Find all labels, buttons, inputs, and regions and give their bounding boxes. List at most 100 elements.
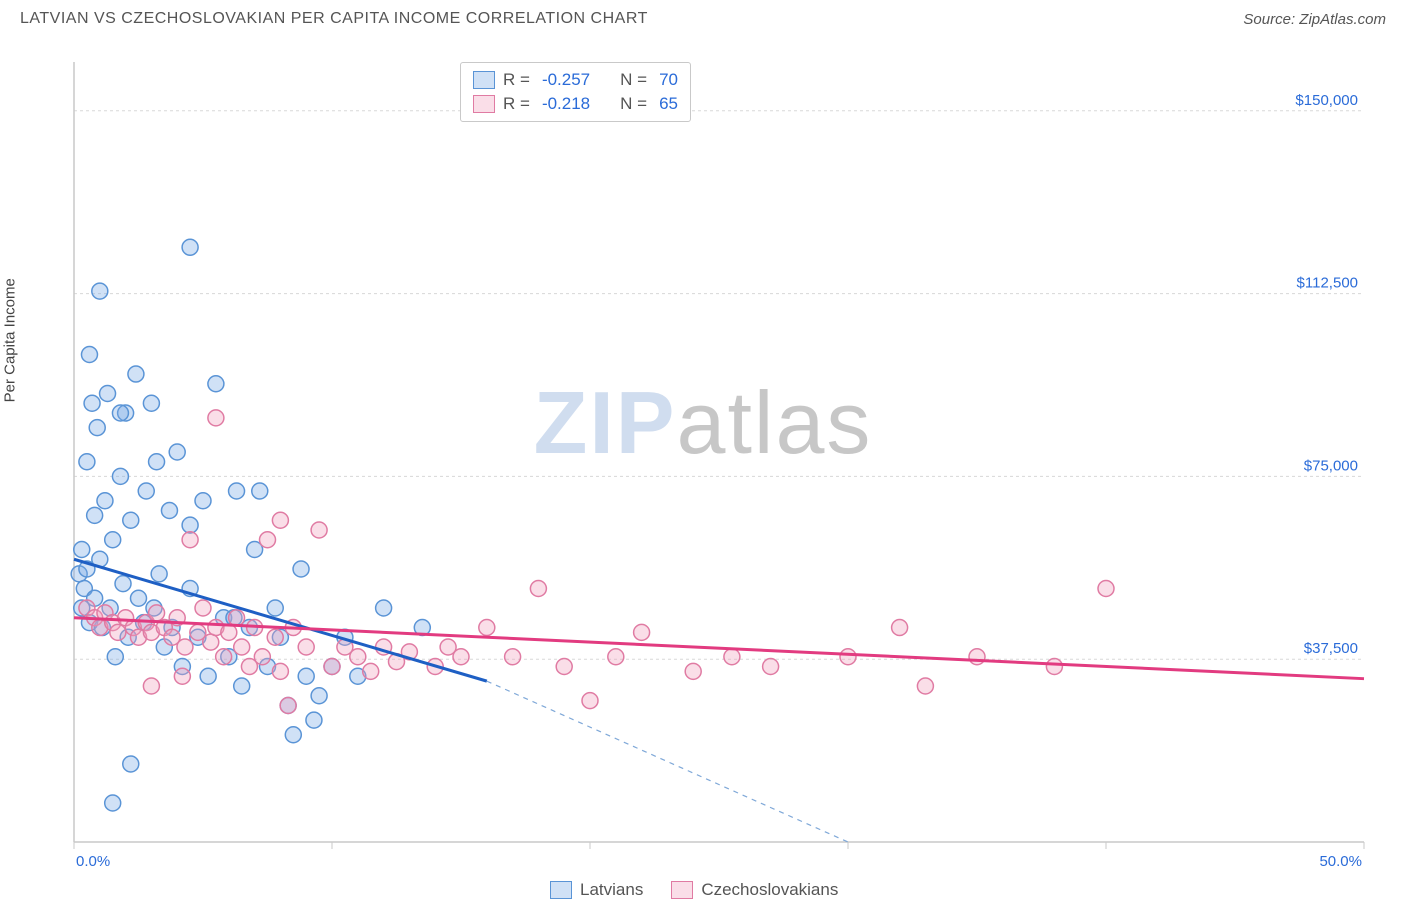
data-point (89, 420, 105, 436)
data-point (634, 624, 650, 640)
data-point (376, 600, 392, 616)
data-point (229, 610, 245, 626)
data-point (182, 532, 198, 548)
legend-swatch (473, 71, 495, 89)
data-point (143, 678, 159, 694)
data-point (608, 649, 624, 665)
data-point (324, 659, 340, 675)
data-point (229, 483, 245, 499)
data-point (149, 605, 165, 621)
r-label: R = (503, 70, 530, 90)
data-point (97, 493, 113, 509)
data-point (107, 649, 123, 665)
data-point (131, 590, 147, 606)
data-point (724, 649, 740, 665)
data-point (84, 395, 100, 411)
legend-swatch (550, 881, 572, 899)
data-point (254, 649, 270, 665)
data-point (350, 649, 366, 665)
chart-title: LATVIAN VS CZECHOSLOVAKIAN PER CAPITA IN… (20, 10, 648, 28)
x-tick-label: 50.0% (1319, 853, 1362, 870)
data-point (182, 239, 198, 255)
data-point (216, 649, 232, 665)
data-point (298, 668, 314, 684)
series-legend-item: Czechoslovakians (671, 878, 838, 902)
y-tick-label: $150,000 (1295, 92, 1358, 109)
data-point (969, 649, 985, 665)
data-point (208, 376, 224, 392)
data-point (272, 663, 288, 679)
data-point (260, 532, 276, 548)
data-point (556, 659, 572, 675)
source-name: ZipAtlas.com (1299, 11, 1386, 28)
data-point (182, 517, 198, 533)
data-point (123, 512, 139, 528)
data-point (917, 678, 933, 694)
scatter-chart: $37,500$75,000$112,500$150,0000.0%50.0% (20, 40, 1386, 872)
data-point (81, 347, 97, 363)
data-point (169, 444, 185, 460)
data-point (112, 405, 128, 421)
data-point (128, 366, 144, 382)
data-point (100, 386, 116, 402)
data-point (200, 668, 216, 684)
y-axis-label: Per Capita Income (2, 278, 19, 402)
series-name: Czechoslovakians (701, 880, 838, 900)
data-point (505, 649, 521, 665)
r-value: -0.257 (542, 70, 590, 90)
data-point (74, 542, 90, 558)
data-point (105, 795, 121, 811)
data-point (161, 503, 177, 519)
trend-extension (487, 681, 848, 842)
data-point (151, 566, 167, 582)
data-point (763, 659, 779, 675)
legend-swatch (473, 95, 495, 113)
chart-area: Per Capita Income $37,500$75,000$112,500… (20, 40, 1386, 872)
stats-legend-row: R = -0.257N = 70 (473, 68, 678, 92)
n-label: N = (620, 94, 647, 114)
source-prefix: Source: (1243, 11, 1299, 28)
y-tick-label: $75,000 (1304, 457, 1358, 474)
data-point (311, 522, 327, 538)
data-point (582, 693, 598, 709)
data-point (234, 678, 250, 694)
data-point (1046, 659, 1062, 675)
n-value: 65 (659, 94, 678, 114)
data-point (1098, 581, 1114, 597)
data-point (208, 410, 224, 426)
data-point (112, 468, 128, 484)
source-attribution: Source: ZipAtlas.com (1243, 11, 1386, 28)
data-point (174, 668, 190, 684)
series-legend: Latvians Czechoslovakians (550, 878, 838, 902)
r-label: R = (503, 94, 530, 114)
series-name: Latvians (580, 880, 643, 900)
data-point (685, 663, 701, 679)
data-point (280, 698, 296, 714)
r-value: -0.218 (542, 94, 590, 114)
stats-legend: R = -0.257N = 70R = -0.218N = 65 (460, 62, 691, 122)
data-point (311, 688, 327, 704)
data-point (479, 620, 495, 636)
data-point (293, 561, 309, 577)
data-point (105, 532, 121, 548)
data-point (87, 507, 103, 523)
x-tick-label: 0.0% (76, 853, 110, 870)
data-point (115, 576, 131, 592)
data-point (138, 483, 154, 499)
legend-swatch (671, 881, 693, 899)
data-point (285, 727, 301, 743)
data-point (306, 712, 322, 728)
data-point (267, 629, 283, 645)
data-point (92, 283, 108, 299)
data-point (267, 600, 283, 616)
n-label: N = (620, 70, 647, 90)
data-point (123, 756, 139, 772)
data-point (530, 581, 546, 597)
data-point (363, 663, 379, 679)
y-tick-label: $112,500 (1297, 275, 1358, 292)
data-point (149, 454, 165, 470)
data-point (298, 639, 314, 655)
data-point (234, 639, 250, 655)
series-legend-item: Latvians (550, 878, 643, 902)
data-point (203, 634, 219, 650)
